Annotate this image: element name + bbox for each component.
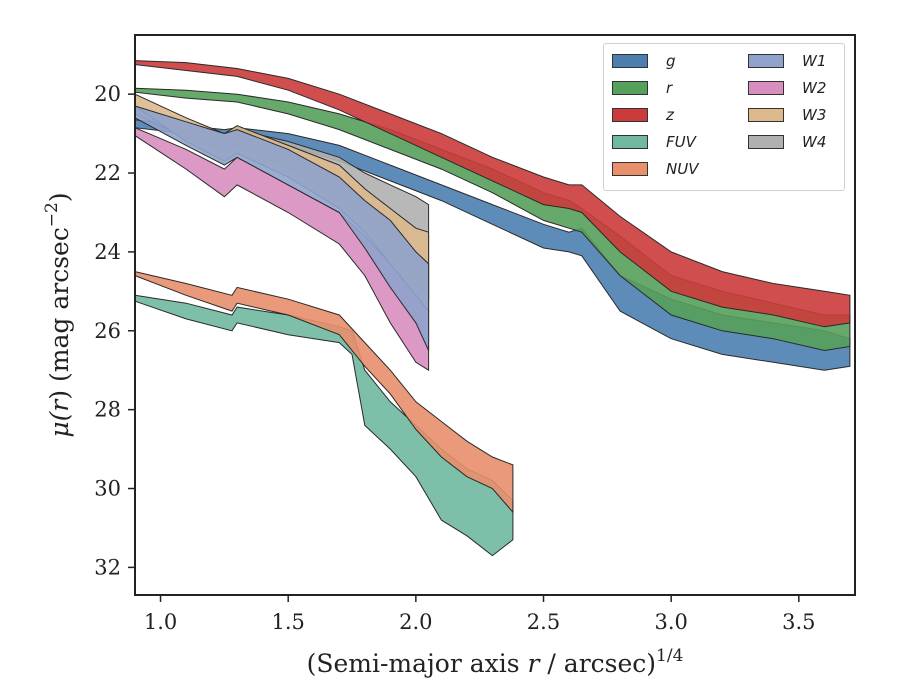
x-tick-label: 1.5 xyxy=(271,610,304,634)
y-tick-label: 24 xyxy=(94,240,121,264)
area-w1 xyxy=(134,105,430,351)
legend-item-w4: W4 xyxy=(748,133,826,151)
y-tick-label: 26 xyxy=(94,319,121,343)
series-areas xyxy=(134,60,851,557)
legend-label-nuv: NUV xyxy=(666,160,699,178)
chart-legend: g r z FUV NUV W1 W2 W3 W4 xyxy=(603,43,845,191)
x-tick-label: 2.0 xyxy=(399,610,432,634)
x-tick-label: 2.5 xyxy=(527,610,560,634)
y-tick-label: 22 xyxy=(94,161,121,185)
x-axis-title-tail: / arcsec) xyxy=(539,649,656,678)
legend-swatch-fuv xyxy=(612,135,648,149)
y-tick-label: 28 xyxy=(94,398,121,422)
area-fuv xyxy=(134,294,514,557)
y-axis-ticks: 20 22 24 26 28 30 32 xyxy=(94,82,135,579)
legend-swatch-w1 xyxy=(748,54,784,68)
legend-item-w1: W1 xyxy=(748,52,826,70)
x-tick-label: 1.0 xyxy=(144,610,177,634)
legend-label-w1: W1 xyxy=(802,52,827,70)
x-axis-title: (Semi-major axis r / arcsec)1/4 xyxy=(307,646,684,678)
legend-swatch-z xyxy=(612,108,648,122)
x-axis-title-main: (Semi-major axis xyxy=(307,649,528,678)
area-nuv xyxy=(134,270,514,514)
legend-item-nuv: NUV xyxy=(612,160,698,178)
y-axis-title-sup: −2 xyxy=(42,202,62,227)
y-axis-title-close: ) xyxy=(45,192,74,202)
legend-swatch-g xyxy=(612,54,648,68)
legend-label-w2: W2 xyxy=(802,79,827,97)
y-axis-title: μ(r) (mag arcsec−2) xyxy=(42,192,74,437)
plot-frame xyxy=(134,34,856,596)
legend-label-w3: W3 xyxy=(802,106,827,124)
legend-swatch-r xyxy=(612,81,648,95)
legend-swatch-w3 xyxy=(748,108,784,122)
y-tick-label: 20 xyxy=(94,82,121,106)
x-axis-title-sup: 1/4 xyxy=(656,646,683,666)
legend-item-g: g xyxy=(612,52,676,70)
y-axis-title-var: r xyxy=(45,398,74,412)
x-tick-label: 3.5 xyxy=(782,610,815,634)
legend-swatch-w2 xyxy=(748,81,784,95)
legend-swatch-w4 xyxy=(748,135,784,149)
area-z xyxy=(134,60,851,328)
y-axis-title-main: μ( xyxy=(45,410,74,437)
x-axis-ticks: 1.0 1.5 2.0 2.5 3.0 3.5 xyxy=(144,595,816,634)
x-axis-title-var: r xyxy=(528,649,542,678)
legend-item-w3: W3 xyxy=(748,106,826,124)
legend-item-w2: W2 xyxy=(748,79,826,97)
legend-label-w4: W4 xyxy=(802,133,827,151)
legend-item-z: z xyxy=(612,106,674,124)
legend-label-fuv: FUV xyxy=(666,133,696,151)
x-tick-label: 3.0 xyxy=(654,610,687,634)
legend-item-r: r xyxy=(612,79,672,97)
y-tick-label: 30 xyxy=(94,477,121,501)
legend-swatch-nuv xyxy=(612,162,648,176)
legend-label-z: z xyxy=(666,106,674,124)
legend-label-r: r xyxy=(666,79,673,97)
legend-item-fuv: FUV xyxy=(612,133,696,151)
y-tick-label: 32 xyxy=(94,555,121,579)
y-axis-title-tail: ) (mag arcsec xyxy=(45,227,74,400)
legend-label-g: g xyxy=(666,52,676,70)
